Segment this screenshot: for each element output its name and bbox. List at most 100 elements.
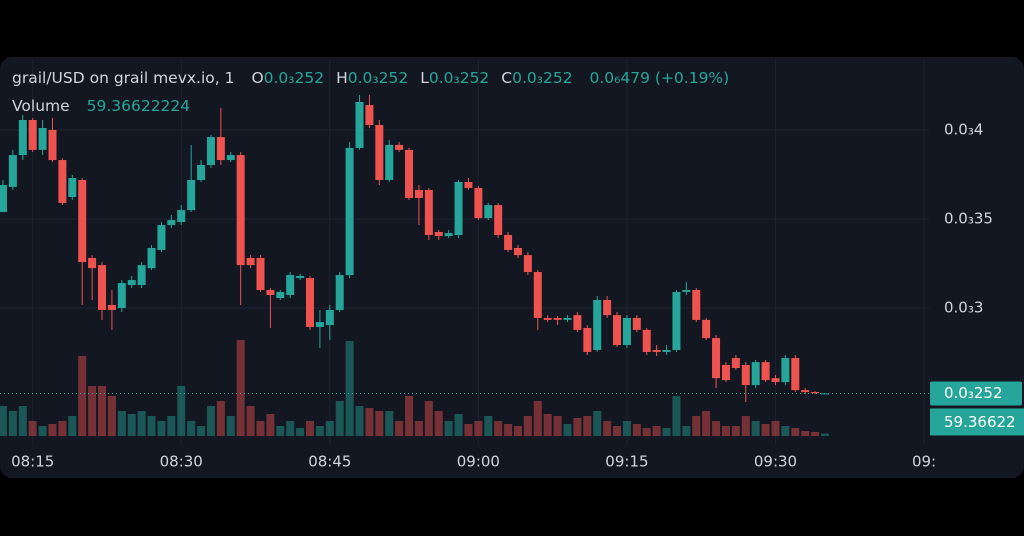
volume-bar <box>236 340 245 436</box>
volume-bar <box>751 421 760 436</box>
candle-body <box>791 358 800 391</box>
candle-body <box>18 119 27 156</box>
volume-bar <box>296 428 305 436</box>
candle-body <box>751 362 760 386</box>
volume-bar <box>494 421 503 436</box>
x-tick-label: 08:15 <box>11 453 54 471</box>
candle-body <box>593 299 602 351</box>
candle-body <box>533 272 542 318</box>
ohlc-value: 0.0₃252 <box>428 69 490 87</box>
volume-bar <box>187 421 196 436</box>
candle-body <box>38 128 47 150</box>
candle-body <box>256 257 265 291</box>
ohlc-value: 0.0₃252 <box>512 69 573 87</box>
candle-body <box>355 102 364 148</box>
candle-body <box>236 155 245 266</box>
candle-body <box>345 147 354 276</box>
last-price-label: 0.0₃252 <box>944 384 1003 402</box>
candle-body <box>68 178 77 198</box>
candle-body <box>553 317 562 320</box>
volume-bar <box>18 406 27 436</box>
volume-label: Volume <box>12 97 70 115</box>
candle-body <box>315 322 324 328</box>
candle-body <box>127 280 136 286</box>
candle-body <box>543 317 552 320</box>
ohlc-key: C <box>501 69 513 87</box>
candle-body <box>8 155 17 187</box>
volume-bar <box>315 426 324 436</box>
candle-body <box>692 290 701 320</box>
volume-bar <box>424 401 433 436</box>
volume-bar <box>157 421 166 436</box>
volume-bar <box>741 416 750 436</box>
volume-bar <box>197 426 206 436</box>
volume-bar <box>801 431 810 436</box>
ohlc-key: H <box>336 69 348 87</box>
volume-bar <box>246 406 255 436</box>
candle-body <box>98 265 107 310</box>
volume-bar <box>206 406 215 436</box>
x-tick-label: 08:45 <box>308 453 351 471</box>
last-volume-label: 59.36622 <box>944 413 1016 431</box>
volume-value: 59.36622224 <box>86 97 191 115</box>
volume-bar <box>632 424 641 436</box>
volume-bar <box>553 416 562 436</box>
volume-bar <box>276 426 285 436</box>
y-tick-label: 0.0₃35 <box>944 209 993 227</box>
candle-body <box>187 179 196 211</box>
volume-bar <box>345 341 354 436</box>
volume-bar <box>414 421 423 436</box>
candle-body <box>414 189 423 198</box>
legend-row: grail/USD on grail mevx.io, 1 O0.0₃252 H0… <box>12 64 729 92</box>
ohlc-value: 0.0₃252 <box>263 69 325 87</box>
candle-body <box>424 189 433 236</box>
ohlc: O0.0₃252 H0.0₃252 L0.0₃252 C0.0₃252 <box>239 69 572 87</box>
candle-body <box>523 255 532 273</box>
candle-body <box>405 149 414 198</box>
candle-body <box>652 350 661 352</box>
change: 0.0₆479 (+0.19%) <box>589 69 730 87</box>
ohlc-key: O <box>251 69 264 87</box>
volume-bar <box>137 411 146 436</box>
volume-bar <box>28 421 37 436</box>
candle-body <box>583 327 592 352</box>
candle-body <box>385 144 394 180</box>
candle-body <box>216 137 225 161</box>
volume-bar <box>652 426 661 436</box>
candle-body <box>167 220 176 226</box>
candle-body <box>78 179 87 263</box>
volume-bar <box>8 411 17 436</box>
volume-bar <box>405 396 414 436</box>
candle-body <box>107 304 116 310</box>
volume-bar <box>781 426 790 436</box>
candle-body <box>761 362 770 381</box>
x-tick-label: 09:00 <box>457 453 500 471</box>
volume-bar <box>771 421 780 436</box>
grid <box>0 60 929 444</box>
candle-body <box>305 278 314 328</box>
volume-bar <box>444 421 453 436</box>
candle-body <box>28 119 37 150</box>
volume-bar <box>603 421 612 436</box>
candle-body <box>434 231 443 237</box>
candle-body <box>474 188 483 219</box>
candle-body <box>375 124 384 180</box>
volume-bar <box>38 426 47 436</box>
volume-bar <box>365 408 374 436</box>
volume-bar <box>395 421 404 436</box>
volume-bar <box>226 416 235 436</box>
candle-body <box>721 364 730 381</box>
volume-bar <box>68 416 77 436</box>
volume-bar <box>58 421 67 436</box>
candle-body <box>504 235 513 250</box>
last-volume-box <box>930 408 1024 436</box>
candle-body <box>781 358 790 383</box>
volume-bar <box>593 411 602 436</box>
candle-body <box>494 205 503 236</box>
candle-body <box>246 257 255 266</box>
volume-layer <box>0 340 830 436</box>
candle-body <box>0 184 7 213</box>
volume-bar <box>355 406 364 436</box>
volume-bar <box>117 411 126 436</box>
